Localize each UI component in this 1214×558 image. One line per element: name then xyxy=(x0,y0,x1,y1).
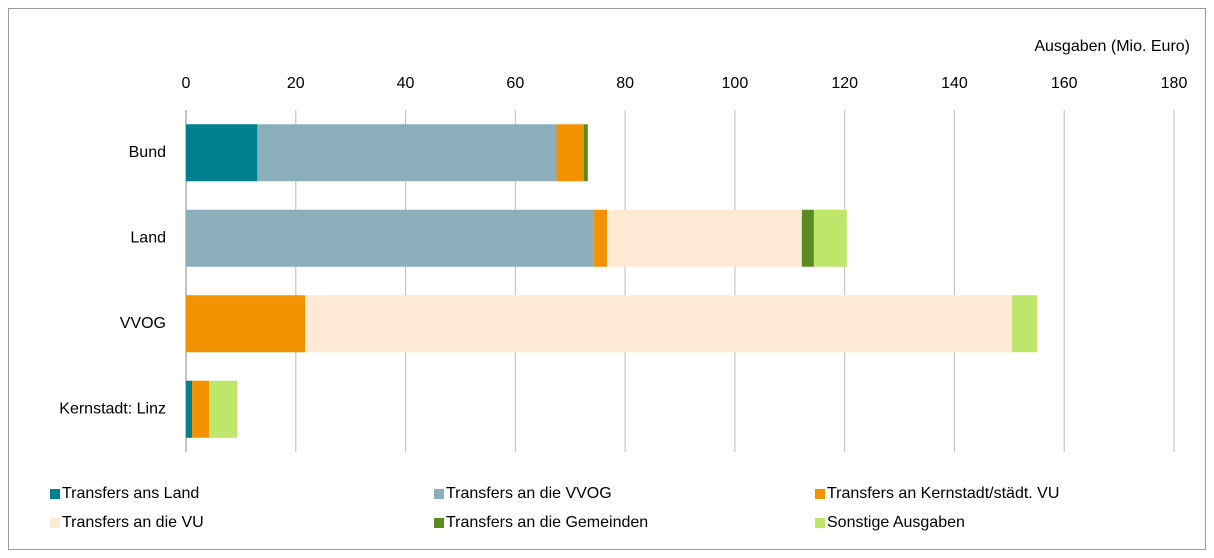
legend-swatch xyxy=(815,518,825,528)
bar-segment xyxy=(593,209,607,267)
x-tick-label: 160 xyxy=(1051,75,1078,92)
bar-segment xyxy=(556,124,584,182)
legend-label: Transfers an die VVOG xyxy=(446,485,612,502)
legend-label: Transfers an die Gemeinden xyxy=(446,514,648,531)
bar-segment xyxy=(186,124,258,182)
legend-label: Transfers an Kernstadt/städt. VU xyxy=(827,485,1059,502)
bar-segment xyxy=(305,295,1013,353)
bar-segment xyxy=(1012,295,1038,353)
x-tick-label: 120 xyxy=(831,75,858,92)
bar-segment xyxy=(583,124,588,182)
y-tick-label: VVOG xyxy=(120,315,166,332)
legend-swatch xyxy=(50,518,60,528)
y-tick-label: Bund xyxy=(129,144,166,161)
x-tick-label: 80 xyxy=(616,75,634,92)
bar-segment xyxy=(606,209,802,267)
y-tick-label: Land xyxy=(130,229,166,246)
x-tick-label: 100 xyxy=(722,75,749,92)
x-tick-label: 0 xyxy=(182,75,191,92)
legend-swatch xyxy=(50,489,60,499)
legend-swatch xyxy=(815,489,825,499)
bar-segment xyxy=(257,124,557,182)
chart-border xyxy=(8,8,1206,550)
bar-segment xyxy=(801,209,814,267)
y-tick-label: Kernstadt: Linz xyxy=(59,400,166,417)
bar-segment xyxy=(186,209,594,267)
x-tick-label: 60 xyxy=(506,75,524,92)
bar-segment xyxy=(186,380,193,438)
bar-segment xyxy=(192,380,210,438)
x-axis-label: Ausgaben (Mio. Euro) xyxy=(1034,38,1190,55)
x-tick-label: 140 xyxy=(941,75,968,92)
bar-segment xyxy=(186,295,306,353)
bar-segment xyxy=(209,380,238,438)
x-tick-label: 20 xyxy=(287,75,305,92)
x-tick-label: 40 xyxy=(397,75,415,92)
bar-segment xyxy=(813,209,847,267)
legend-swatch xyxy=(434,489,444,499)
legend-label: Transfers ans Land xyxy=(62,485,199,502)
x-tick-label: 180 xyxy=(1161,75,1188,92)
legend-label: Sonstige Ausgaben xyxy=(827,514,965,531)
legend-label: Transfers an die VU xyxy=(62,514,204,531)
legend-swatch xyxy=(434,518,444,528)
